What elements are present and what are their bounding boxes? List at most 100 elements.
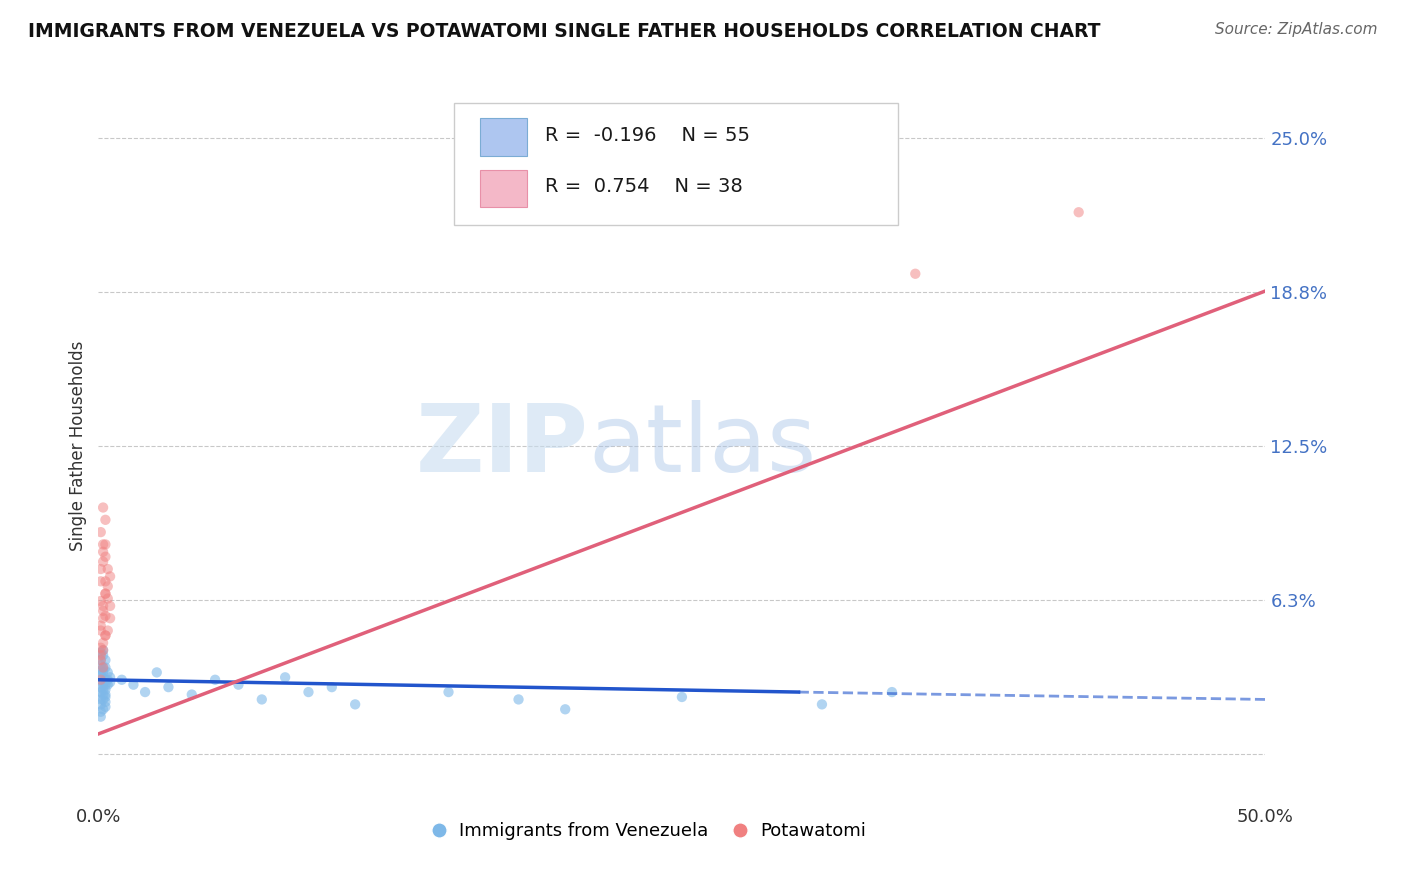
Point bbox=[344, 698, 367, 712]
Point bbox=[90, 698, 112, 712]
Point bbox=[94, 628, 117, 642]
Point bbox=[91, 500, 114, 515]
Point bbox=[508, 692, 530, 706]
Point bbox=[671, 690, 693, 704]
Point bbox=[90, 653, 112, 667]
Point bbox=[146, 665, 169, 680]
Point bbox=[94, 678, 117, 692]
Text: ZIP: ZIP bbox=[416, 400, 589, 492]
Point bbox=[94, 690, 117, 704]
Point bbox=[91, 599, 114, 613]
Point bbox=[94, 537, 117, 551]
Point bbox=[204, 673, 226, 687]
Point bbox=[90, 618, 112, 632]
Point bbox=[97, 678, 120, 692]
Point bbox=[554, 702, 576, 716]
Point bbox=[90, 525, 112, 540]
Point bbox=[91, 545, 114, 559]
Point bbox=[94, 574, 117, 589]
Point bbox=[90, 646, 112, 660]
Point bbox=[228, 678, 250, 692]
Point bbox=[811, 698, 834, 712]
Point bbox=[91, 663, 114, 677]
Point bbox=[94, 608, 117, 623]
Point bbox=[94, 653, 117, 667]
Text: R =  -0.196    N = 55: R = -0.196 N = 55 bbox=[546, 126, 751, 145]
Point bbox=[90, 668, 112, 682]
Point bbox=[250, 692, 273, 706]
Point bbox=[94, 587, 117, 601]
Point bbox=[90, 624, 112, 638]
Point bbox=[91, 537, 114, 551]
Point bbox=[94, 513, 117, 527]
Point bbox=[90, 658, 112, 673]
FancyBboxPatch shape bbox=[454, 103, 898, 225]
Point bbox=[134, 685, 156, 699]
Point bbox=[91, 688, 114, 702]
Point bbox=[90, 692, 112, 706]
Point bbox=[90, 562, 112, 576]
Point bbox=[90, 709, 112, 723]
Point bbox=[91, 702, 114, 716]
Point bbox=[122, 678, 145, 692]
Point bbox=[90, 680, 112, 694]
Point bbox=[297, 685, 319, 699]
Point bbox=[97, 665, 120, 680]
Point bbox=[91, 665, 114, 680]
Point bbox=[90, 574, 112, 589]
FancyBboxPatch shape bbox=[479, 119, 527, 155]
Point bbox=[94, 699, 117, 714]
Point bbox=[94, 673, 117, 687]
Point bbox=[91, 660, 114, 674]
Point bbox=[91, 643, 114, 657]
Point bbox=[97, 673, 120, 687]
Point bbox=[94, 549, 117, 564]
Point bbox=[91, 604, 114, 618]
Point bbox=[180, 688, 202, 702]
Point bbox=[98, 569, 121, 583]
Point bbox=[98, 675, 121, 690]
Point bbox=[94, 660, 117, 674]
Point bbox=[97, 591, 120, 606]
Point bbox=[91, 555, 114, 569]
Point bbox=[97, 624, 120, 638]
Point bbox=[91, 692, 114, 706]
Text: Source: ZipAtlas.com: Source: ZipAtlas.com bbox=[1215, 22, 1378, 37]
Point bbox=[97, 579, 120, 593]
Point bbox=[98, 599, 121, 613]
Point bbox=[91, 660, 114, 674]
Point bbox=[94, 587, 117, 601]
Point bbox=[91, 675, 114, 690]
Point bbox=[98, 611, 121, 625]
Point bbox=[90, 685, 112, 699]
Legend: Immigrants from Venezuela, Potawatomi: Immigrants from Venezuela, Potawatomi bbox=[420, 815, 873, 847]
Point bbox=[90, 673, 112, 687]
Text: R =  0.754    N = 38: R = 0.754 N = 38 bbox=[546, 178, 744, 196]
Point bbox=[1067, 205, 1090, 219]
Point bbox=[94, 688, 117, 702]
Y-axis label: Single Father Households: Single Father Households bbox=[69, 341, 87, 551]
Point bbox=[90, 648, 112, 662]
Point bbox=[90, 653, 112, 667]
Point bbox=[94, 682, 117, 697]
Point bbox=[90, 705, 112, 719]
Point bbox=[111, 673, 134, 687]
Point bbox=[91, 682, 114, 697]
Point bbox=[91, 636, 114, 650]
Point bbox=[157, 680, 180, 694]
Point bbox=[91, 643, 114, 657]
Point bbox=[94, 628, 117, 642]
Point bbox=[880, 685, 903, 699]
Point bbox=[321, 680, 343, 694]
Point bbox=[90, 668, 112, 682]
Point bbox=[90, 640, 112, 655]
Point bbox=[97, 562, 120, 576]
Point bbox=[94, 695, 117, 709]
Point bbox=[91, 611, 114, 625]
Point bbox=[90, 594, 112, 608]
Point bbox=[98, 670, 121, 684]
Point bbox=[274, 670, 297, 684]
Point bbox=[91, 678, 114, 692]
FancyBboxPatch shape bbox=[479, 169, 527, 207]
Point bbox=[91, 648, 114, 662]
